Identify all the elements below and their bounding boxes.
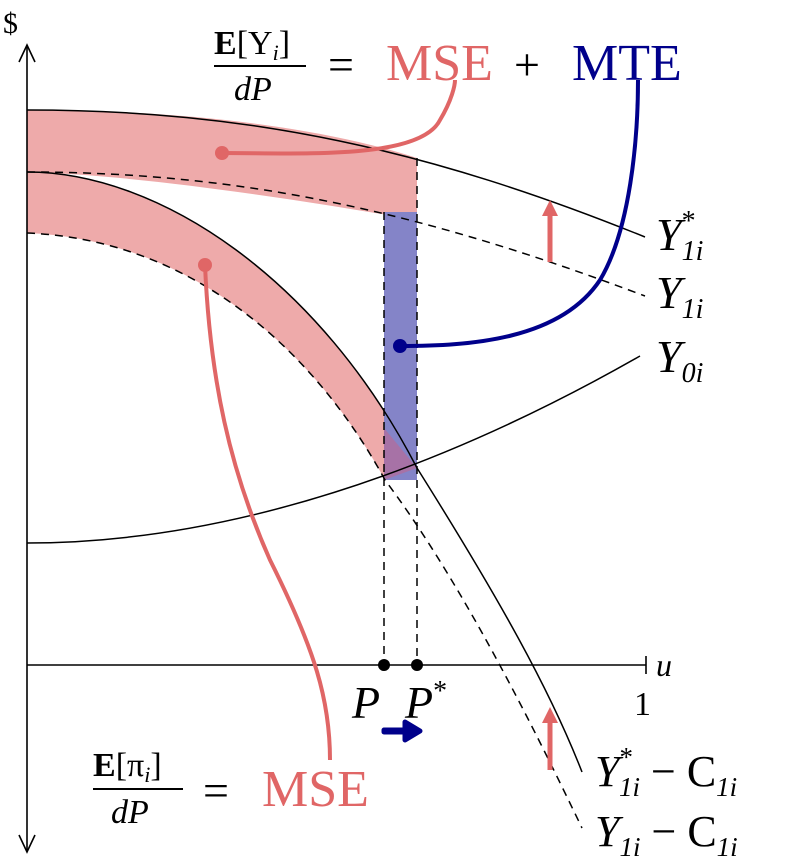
- top-equation: E[Yi] dP = MSE + MTE: [214, 25, 682, 108]
- p-label: P: [351, 677, 380, 728]
- label-y1: Y1i: [656, 267, 703, 325]
- bottom-eq-denominator: dP: [111, 794, 149, 831]
- curve-y1-minus-c: [26, 232, 583, 829]
- y-axis-arrow-top: [18, 43, 36, 63]
- leader-mse-top: [221, 79, 457, 156]
- curve-y1star-minus-c: [26, 171, 583, 773]
- label-y1-minus-c: Y1i − C1i: [595, 807, 738, 862]
- curve-y0: [26, 355, 641, 544]
- pstar-label: P*: [404, 676, 447, 728]
- bottom-eq-mse: MSE: [262, 761, 369, 818]
- x-axis-label: u: [656, 647, 672, 683]
- leader-mte: [399, 79, 640, 348]
- leader-mte-dot: [393, 339, 407, 353]
- top-eq-numerator: E[Yi]: [214, 25, 290, 65]
- label-y0: Y0i: [656, 331, 703, 389]
- x-tick-one-label: 1: [634, 686, 651, 723]
- bottom-equation: E[πi] dP = MSE: [93, 747, 369, 831]
- point-p: [378, 659, 390, 671]
- top-eq-mse: MSE: [386, 35, 493, 92]
- top-eq-equals: =: [328, 39, 354, 90]
- y-axis-label: $: [3, 7, 18, 40]
- top-eq-denominator: dP: [234, 71, 272, 108]
- bottom-eq-equals: =: [203, 765, 229, 816]
- bottom-eq-numerator: E[πi]: [93, 747, 162, 787]
- curve-y1: [26, 171, 646, 297]
- mse-band-lower: [27, 172, 417, 480]
- label-y1star: Y* 1i: [656, 206, 703, 267]
- leader-mse-top-dot: [215, 146, 229, 160]
- label-y1star-minus-c: Y* 1i − C1i: [595, 742, 737, 802]
- leader-mse-bottom-dot: [198, 258, 212, 272]
- point-pstar: [411, 659, 423, 671]
- leader-mse-bottom: [203, 264, 332, 761]
- shift-arrow-p: [381, 719, 423, 743]
- top-eq-plus: +: [514, 39, 540, 90]
- top-eq-mte: MTE: [572, 35, 682, 92]
- y-axis-arrow-bottom: [18, 834, 36, 854]
